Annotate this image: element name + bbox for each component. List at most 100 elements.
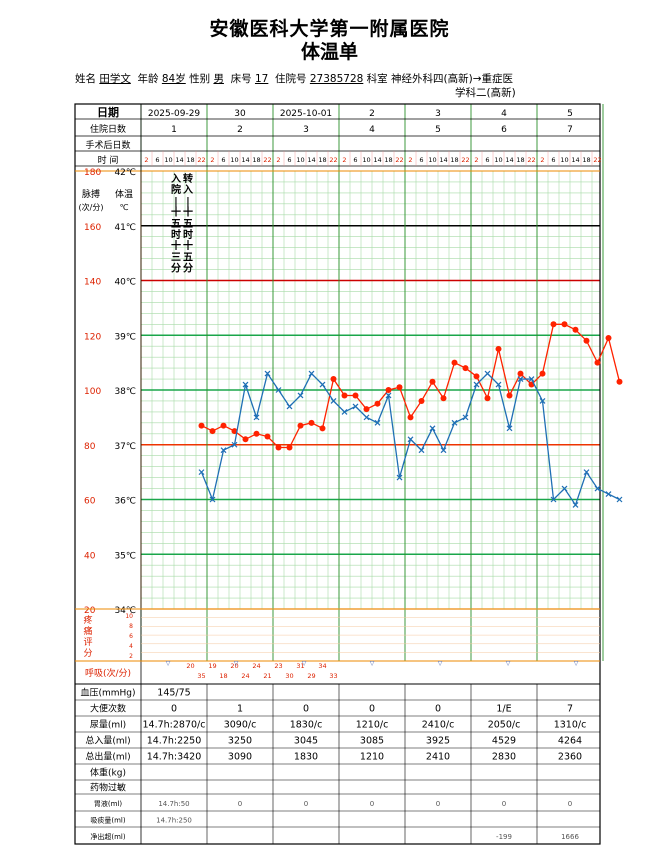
hour-label: 18 [516,156,524,164]
temperature-point [297,392,304,399]
hour-label: 22 [263,156,271,164]
temperature-point [429,425,436,432]
pulse-point [495,345,502,352]
event-char: 分 [183,262,193,275]
bottom-value-output: 2410 [426,752,450,763]
pulse-point [418,397,425,404]
bottom-value-urine: 1830/c [290,720,323,731]
pulse-point [286,444,293,451]
pain-tick: 4 [129,643,133,650]
day-date: 30 [234,109,246,119]
pulse-point [594,359,601,366]
temperature-point-stroke [462,414,469,421]
pulse-point [440,395,447,402]
pain-tick: 8 [129,623,133,630]
bottom-label-intake: 总入量(ml) [85,735,130,747]
event-char: 分 [171,262,181,275]
resp-value: 20 [230,662,238,670]
temperature-point-stroke [506,425,513,432]
pulse-tick: 140 [84,278,101,288]
bottom-value-stool: 0 [303,704,309,715]
temperature-point-stroke [605,491,612,497]
bottom-value-output: 3090 [228,752,252,763]
bottom-value-stool: 0 [435,704,441,715]
temperature-point [451,419,458,426]
day-date: 5 [567,109,573,119]
bottom-value-intake: 3925 [426,736,450,747]
temperature-point-stroke [451,419,458,426]
bottom-label-net: 净出超(ml) [90,832,125,841]
hour-label: 22 [395,156,403,164]
temperature-point-stroke [539,398,546,404]
pain-tick: 2 [129,653,133,660]
pulse-point [341,392,348,399]
event-char: | [174,196,178,207]
temperature-point-stroke [583,469,590,476]
day-date: 2 [369,109,375,119]
pain-label-char: 分 [83,648,92,659]
temperature-point [231,441,238,448]
bottom-value-stool: 7 [567,704,573,715]
bottom-value-intake: 3045 [294,736,318,747]
bottom-value-output: 2830 [492,752,516,763]
temperature-point-stroke [242,381,249,388]
temperature-point-stroke [594,485,601,492]
hour-label: 2 [210,156,214,164]
patient-info: 姓名 田学文 年龄 84岁 性别 男 床号 17 住院号 27385728 科室… [75,71,513,86]
bottom-value-urine: 2410/c [422,720,455,731]
temperature-point-stroke [297,392,304,399]
hour-label: 22 [527,156,535,164]
pulse-point [297,422,304,429]
event-char: 院 [171,183,181,196]
temperature-point-stroke [319,381,326,388]
temperature-point [407,436,414,443]
hour-label: 10 [296,156,304,164]
resp-marker: ▽ [302,660,307,667]
resp-marker: ▽ [438,660,443,667]
temperature-point [550,496,557,503]
bottom-value-stool: 0 [171,704,177,715]
day-hospital-day: 5 [435,125,441,135]
temperature-point-stroke [396,474,403,481]
age-label: 年龄 [137,73,159,85]
temperature-point [374,419,381,426]
hour-label: 14 [307,156,315,164]
resp-label: 呼吸(次/分) [85,667,131,679]
temperature-point [286,403,293,410]
temperature-point-stroke [616,496,623,503]
resp-marker: ▽ [234,660,239,667]
pulse-tick: 160 [84,223,101,233]
pain-label-char: 疼 [83,614,92,626]
hour-label: 22 [197,156,205,164]
hour-label: 10 [230,156,238,164]
hour-label: 6 [221,156,225,164]
pulse-point [319,425,326,432]
event-char: 入 [171,173,181,185]
resp-value: 24 [252,662,260,670]
bottom-label-weight: 体重(kg) [90,767,126,779]
resp-value: 33 [329,672,337,680]
name-label: 姓名 [75,73,96,85]
hour-label: 18 [252,156,260,164]
temperature-point [484,370,491,377]
event-char: 十 [183,206,193,219]
event-char: 十 [171,239,181,252]
day-hospital-day: 2 [237,125,243,135]
pulse-point [451,359,458,366]
temperature-point [242,381,249,388]
bottom-value-urine: 1310/c [554,720,587,731]
pulse-point [275,444,282,451]
admission-label: 住院号 [275,73,307,85]
bottom-label-drain2: 吸痰量(ml) [90,816,125,825]
temp-tick: 42℃ [114,168,136,178]
temperature-point-stroke [561,485,568,492]
resp-marker: ▽ [506,660,511,667]
temperature-point-stroke [209,496,216,503]
temperature-point [209,496,216,503]
temperature-point [319,381,326,388]
bottom-label-urine: 尿量(ml) [90,720,126,731]
temp-tick: 41℃ [114,223,136,233]
bottom-label-output: 总出量(ml) [85,751,130,763]
bottom-value-drain1: 0 [238,800,242,808]
hour-label: 6 [353,156,357,164]
